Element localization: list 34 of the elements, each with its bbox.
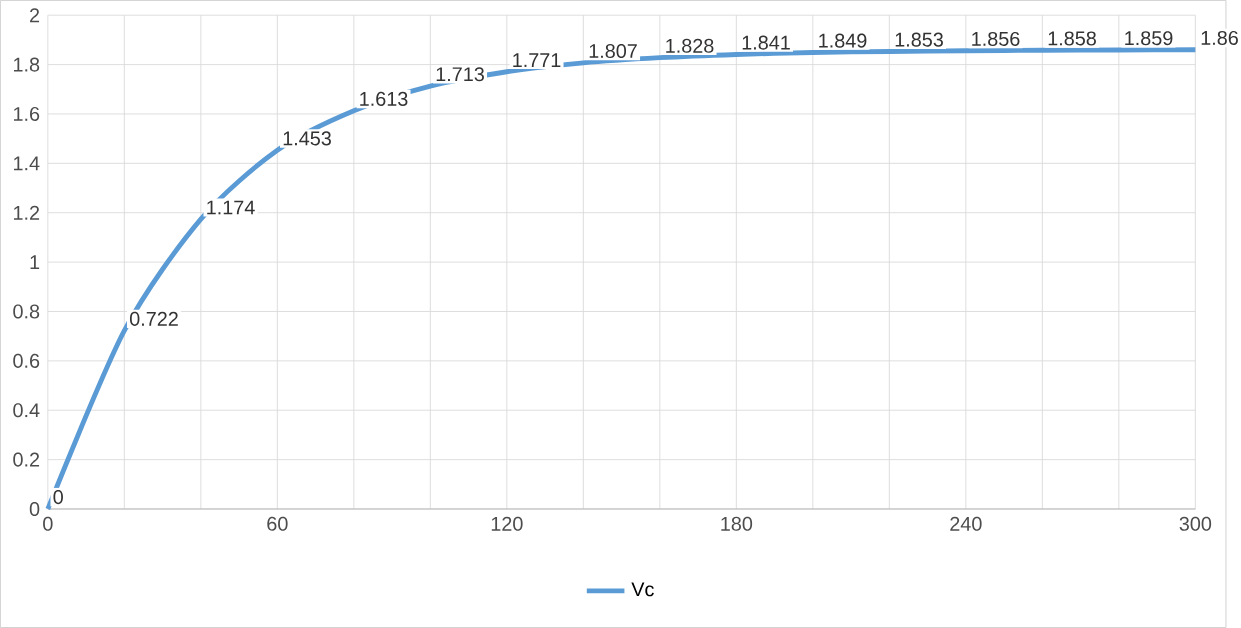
data-label: 1.853 — [895, 32, 943, 47]
data-label: 0 — [53, 490, 63, 505]
data-label: 1.613 — [360, 91, 408, 106]
data-label: 1.859 — [1125, 31, 1173, 46]
x-tick-label: 180 — [721, 516, 753, 531]
y-tick-label: 0.8 — [13, 304, 40, 319]
y-tick-label: 2 — [30, 8, 40, 23]
x-tick-label: 240 — [950, 516, 982, 531]
data-label: 1.841 — [742, 35, 790, 50]
y-tick-label: 1 — [30, 255, 40, 269]
data-label: 1.858 — [1048, 31, 1096, 46]
data-label: 1.807 — [589, 43, 637, 59]
y-tick-label: 0.4 — [13, 403, 40, 418]
x-tick-label: 0 — [43, 516, 53, 531]
x-tick-label: 120 — [491, 516, 523, 531]
y-tick-label: 1.4 — [14, 156, 40, 171]
data-label: 1.174 — [207, 200, 255, 215]
y-tick-label: 1.6 — [14, 106, 40, 122]
y-tick-label: 0 — [29, 501, 40, 517]
data-label: 1.453 — [283, 131, 331, 146]
data-label: 1.849 — [819, 33, 867, 48]
data-label: 1.713 — [436, 67, 484, 82]
x-tick-label: 300 — [1179, 516, 1212, 531]
y-tick-label: 1.8 — [14, 57, 40, 72]
x-tick-label: 60 — [267, 516, 288, 531]
data-label: 1.771 — [513, 53, 561, 67]
y-tick-label: 0.2 — [13, 452, 40, 467]
y-tick-label: 1.2 — [14, 205, 40, 220]
y-tick-label: 0.6 — [13, 353, 40, 368]
data-label: 1.86 — [1201, 30, 1238, 45]
data-label: 1.828 — [666, 38, 714, 53]
data-label: 1.856 — [972, 31, 1020, 46]
data-label: 0.722 — [129, 311, 178, 326]
legend-label: Vc — [631, 582, 654, 597]
